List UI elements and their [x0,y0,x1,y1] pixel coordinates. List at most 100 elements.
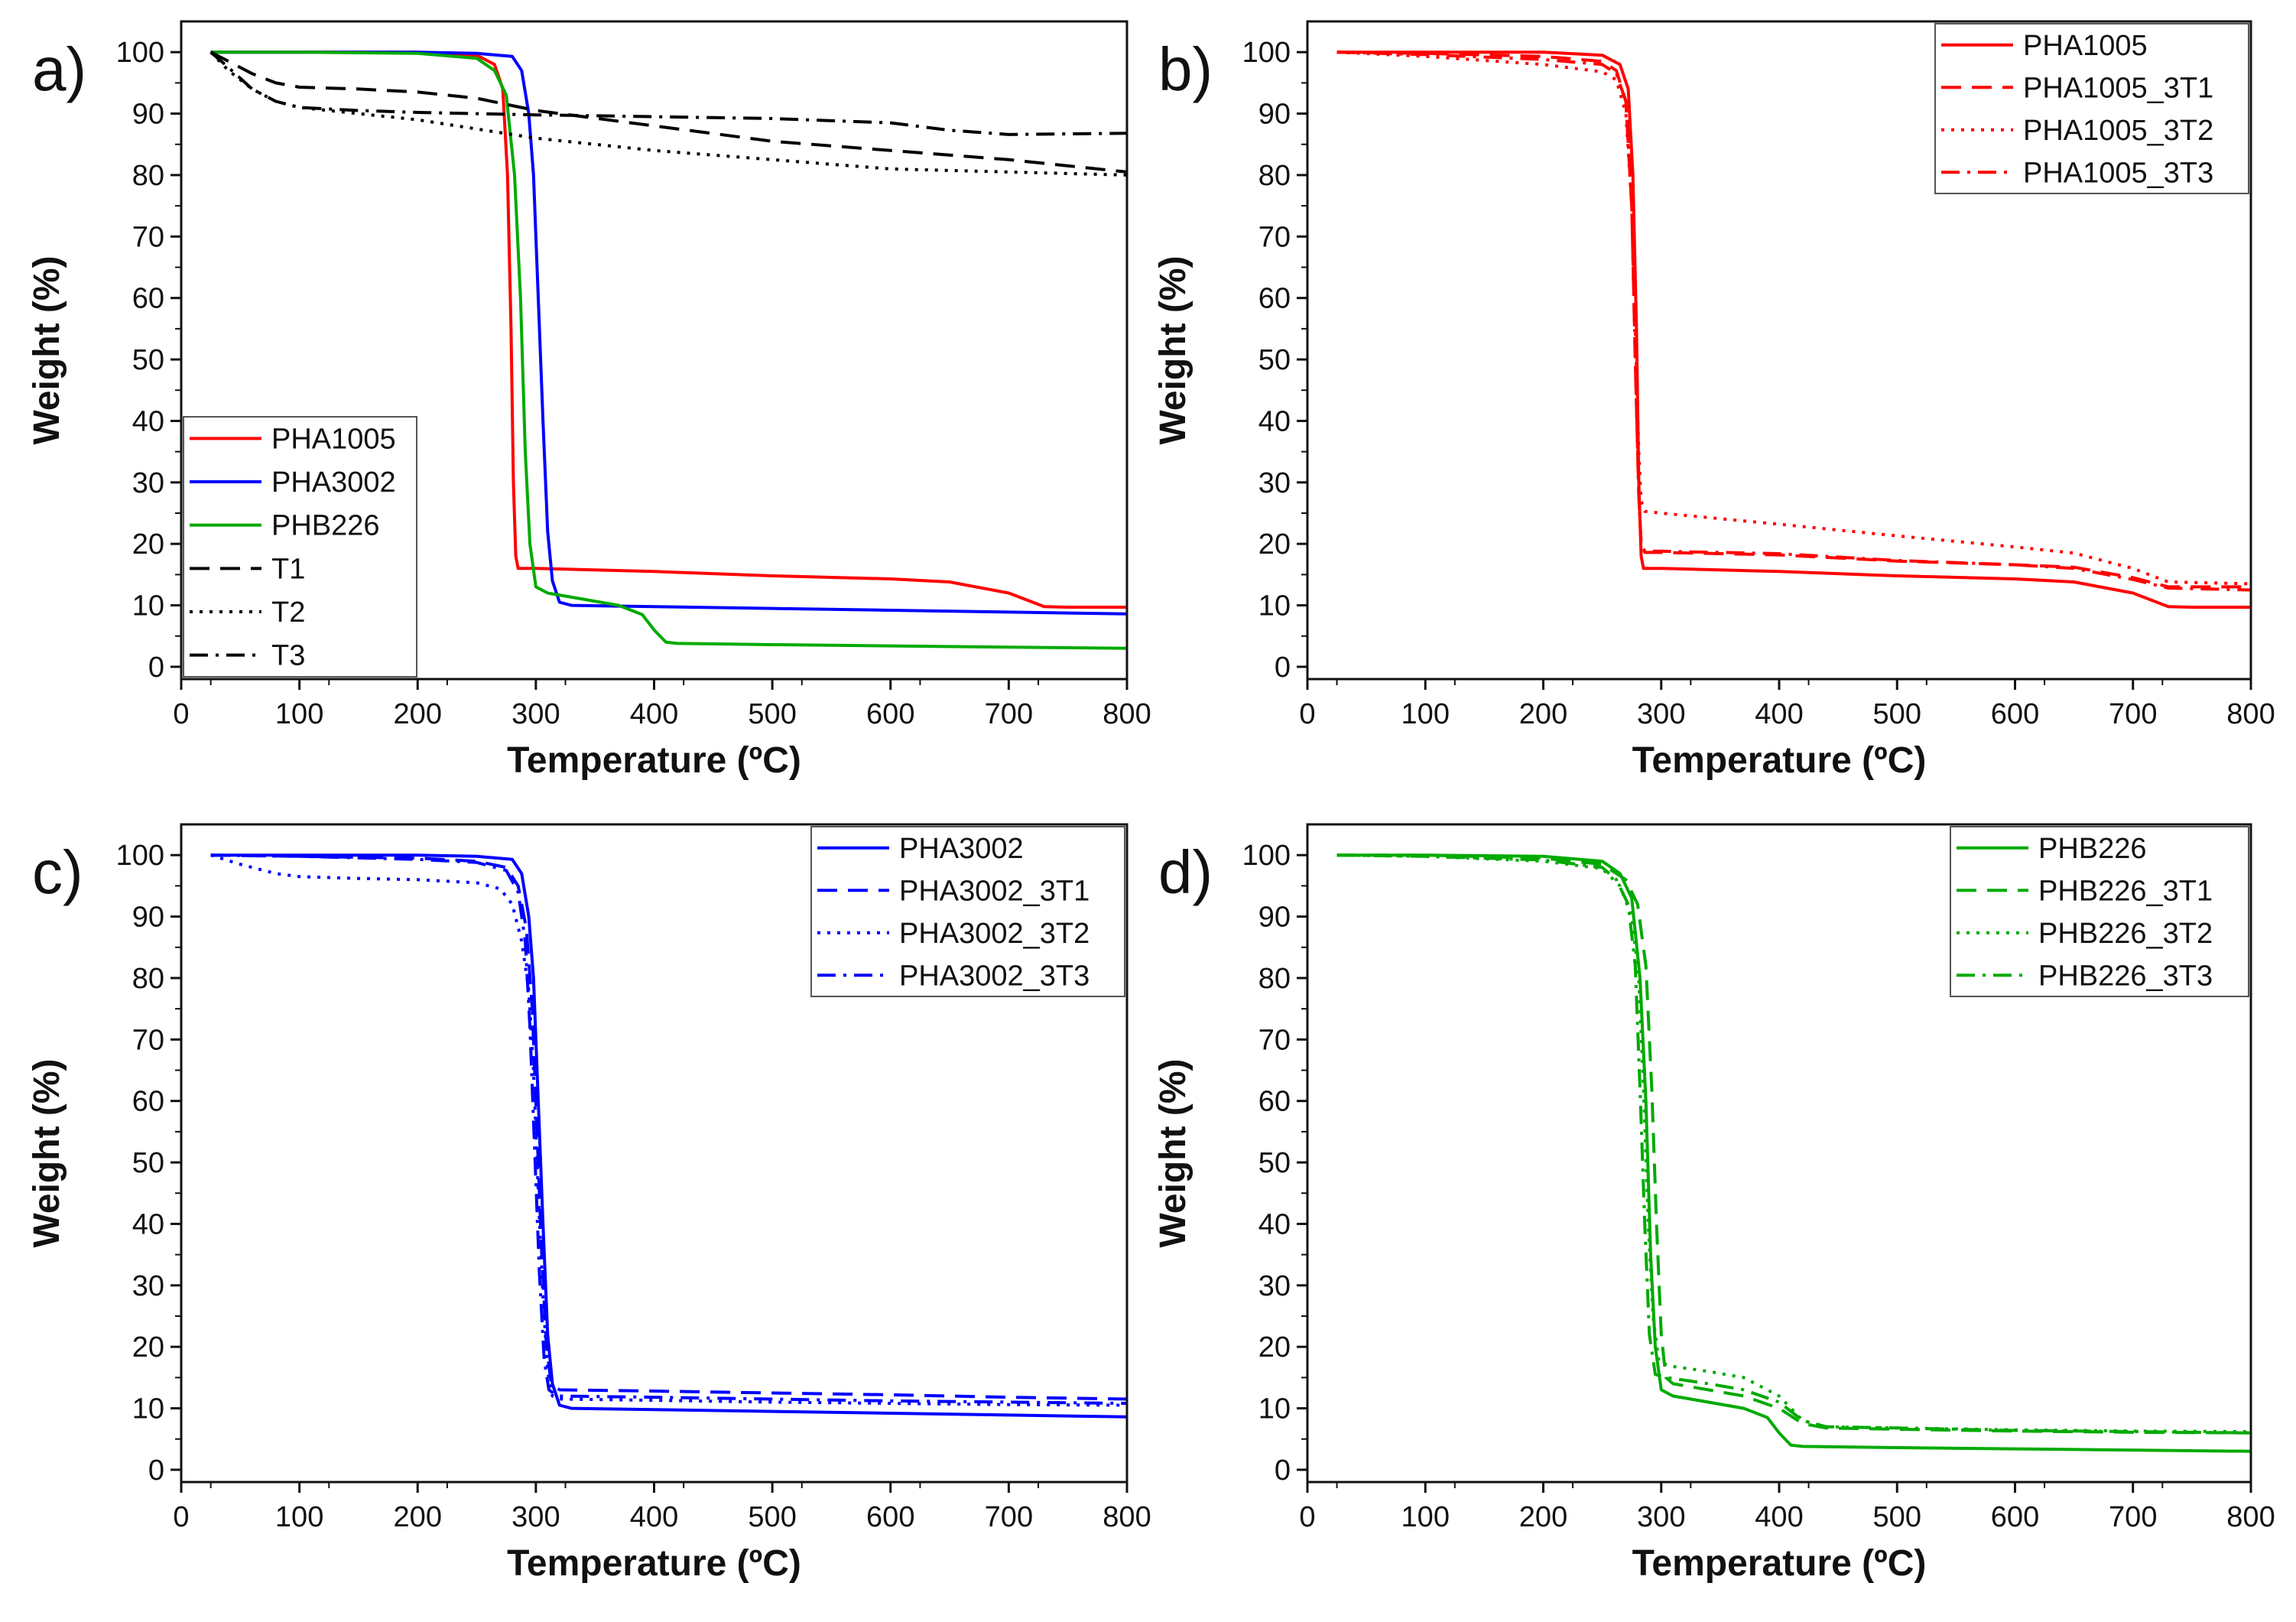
y-tick-label: 50 [132,344,164,376]
x-tick-label: 200 [1519,698,1567,730]
y-tick-label: 40 [1258,1208,1291,1240]
x-tick-label: 600 [866,698,914,730]
y-tick-label: 100 [116,840,164,872]
y-tick-label: 0 [148,1455,164,1487]
x-axis-title: Temperature (ºC) [507,740,801,781]
legend-label: T1 [271,553,305,585]
y-tick-label: 80 [132,160,164,192]
legend-label: PHA3002_3T2 [899,918,1090,950]
y-tick-label: 100 [1242,37,1291,69]
y-tick-label: 30 [1258,467,1291,499]
panel-letter: d) [1158,838,1213,906]
y-tick-label: 60 [132,1086,164,1118]
y-tick-label: 50 [1258,1147,1291,1179]
legend-box [183,416,417,678]
series-line-t2 [209,50,1127,177]
y-tick-label: 10 [132,1393,164,1425]
y-tick-label: 40 [1258,405,1291,437]
x-tick-label: 300 [1637,1501,1685,1533]
legend-label: PHA1005_3T3 [2023,157,2213,189]
legend-label: PHA1005_3T2 [2023,115,2213,147]
x-tick-label: 400 [630,1501,678,1533]
x-tick-label: 100 [1401,698,1450,730]
x-tick-label: 800 [1103,698,1151,730]
y-tick-label: 70 [132,221,164,253]
series-line-pha3002_3t2 [210,853,1127,1407]
series-line-phb226 [1336,853,2251,1453]
legend-label: PHB226_3T1 [2038,875,2213,907]
series-group [1336,50,2251,609]
series-line-pha1005 [1336,50,2251,609]
x-tick-label: 200 [1519,1501,1567,1533]
legend-label: PHB226 [271,510,380,542]
series-line-pha1005_3t3 [1336,50,2251,592]
x-tick-label: 300 [511,698,560,730]
y-tick-label: 10 [132,590,164,622]
y-tick-label: 70 [1258,221,1291,253]
y-axis-title: Weight (%) [1153,255,1193,444]
y-tick-label: 20 [132,1331,164,1364]
legend-box [1934,23,2249,194]
y-tick-label: 0 [1275,652,1291,684]
legend-label: PHA1005 [271,423,396,455]
x-tick-label: 0 [173,1501,189,1533]
y-tick-label: 80 [132,963,164,995]
x-tick-label: 0 [173,698,189,730]
y-axis-title: Weight (%) [27,255,67,444]
y-tick-label: 60 [1258,1086,1291,1118]
y-tick-label: 40 [132,1208,164,1240]
x-tick-label: 300 [511,1501,560,1533]
x-tick-label: 500 [748,1501,796,1533]
series-line-phb226 [210,50,1127,650]
x-tick-label: 700 [2109,1501,2157,1533]
y-tick-label: 30 [1258,1270,1291,1302]
legend-label: PHA3002_3T3 [899,960,1090,992]
panel-letter: a) [32,35,86,103]
y-tick-label: 70 [132,1024,164,1056]
panel-c: 0 100 200 300 400 500 600 700 800 0 10 20 30 40 50 60 70… [27,823,1151,1584]
x-tick-label: 700 [985,1501,1033,1533]
x-tick-label: 600 [1991,1501,2039,1533]
x-tick-label: 500 [1873,1501,1921,1533]
y-tick-label: 0 [148,652,164,684]
y-tick-label: 80 [1258,160,1291,192]
y-tick-label: 60 [132,283,164,315]
y-tick-label: 90 [132,99,164,131]
legend: PHA1005 PHA1005_3T1 PHA1005_3T2 PHA1005_3T3 [1934,23,2249,194]
panel-letter: b) [1158,35,1213,103]
x-tick-label: 0 [1299,698,1315,730]
legend-label: T3 [271,640,305,672]
x-tick-label: 0 [1299,1501,1315,1533]
series-group [209,50,1127,650]
y-tick-label: 30 [132,1270,164,1302]
x-tick-label: 500 [1873,698,1921,730]
y-tick-label: 20 [1258,1331,1291,1364]
legend-label: PHA3002 [899,833,1024,865]
legend-label: PHB226_3T3 [2038,960,2213,992]
x-tick-label: 400 [1755,698,1803,730]
y-tick-label: 50 [1258,344,1291,376]
x-tick-label: 100 [275,1501,323,1533]
legend-box [1950,826,2249,997]
x-tick-label: 700 [2109,698,2157,730]
x-tick-label: 100 [275,698,323,730]
series-line-t3 [209,50,1127,136]
x-tick-label: 500 [748,698,796,730]
panel-b: 0 100 200 300 400 500 600 700 800 0 10 20 30 40 50 60 70… [1153,20,2275,781]
panel-letter: c) [32,838,83,906]
legend-label: PHA3002_3T1 [899,875,1090,907]
x-axis-title: Temperature (ºC) [507,1543,801,1584]
x-tick-label: 800 [2226,698,2275,730]
legend: PHA1005 PHA3002 PHB226 T1 T2 T3 [183,416,417,678]
y-axis-title: Weight (%) [1153,1058,1193,1247]
y-tick-label: 30 [132,467,164,499]
legend-label: PHB226 [2038,833,2147,865]
series-line-phb226_3t3 [1336,853,2251,1435]
y-tick-label: 0 [1275,1455,1291,1487]
y-tick-label: 10 [1258,590,1291,622]
x-tick-label: 600 [1991,698,2039,730]
y-tick-label: 50 [132,1147,164,1179]
legend-box [810,826,1125,997]
x-tick-label: 800 [2226,1501,2275,1533]
